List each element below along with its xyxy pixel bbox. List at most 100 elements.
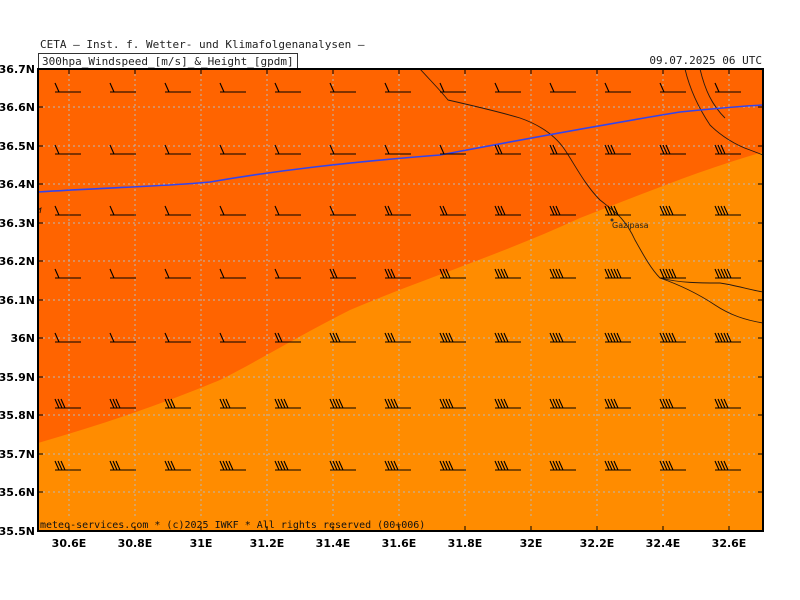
- wind-barb: [109, 332, 136, 343]
- wind-barb: [384, 332, 411, 343]
- lon-label: 30.6E: [52, 537, 87, 550]
- wind-barb: [549, 332, 576, 343]
- wind-barb: [274, 398, 301, 409]
- wind-barb: [329, 268, 356, 279]
- wind-barb: [274, 332, 301, 343]
- lon-label: 31.6E: [382, 537, 417, 550]
- wind-barb: [54, 332, 81, 343]
- wind-barb: [329, 205, 356, 216]
- wind-barb: [659, 332, 686, 343]
- wind-barb: [54, 144, 81, 155]
- lon-label: 32.4E: [646, 537, 681, 550]
- lon-label: 31E: [190, 537, 213, 550]
- lat-label: 36.7N: [0, 63, 35, 76]
- wind-barb: [329, 460, 356, 471]
- wind-barb: [494, 398, 521, 409]
- wind-barb: [714, 460, 741, 471]
- wind-barb: [219, 332, 246, 343]
- wind-barb: [439, 82, 466, 93]
- lon-label: 32E: [520, 537, 543, 550]
- wind-barb: [494, 332, 521, 343]
- wind-barb: [714, 268, 741, 279]
- wind-barb: [549, 82, 576, 93]
- lat-label: 36N: [10, 332, 35, 345]
- wind-barb: [604, 268, 631, 279]
- wind-barb: [549, 398, 576, 409]
- city-marker: [610, 218, 614, 222]
- lat-label: 35.5N: [0, 525, 35, 538]
- wind-barb: [109, 398, 136, 409]
- wind-barb: [164, 332, 191, 343]
- wind-barb: [54, 268, 81, 279]
- lat-label: 36.5N: [0, 140, 35, 153]
- lat-label: 35.6N: [0, 486, 35, 499]
- lat-lon-grid: [38, 69, 763, 531]
- wind-barb: [659, 205, 686, 216]
- wind-barb: [109, 144, 136, 155]
- wind-barb: [109, 82, 136, 93]
- wind-barb: [439, 268, 466, 279]
- wind-barb: [384, 268, 411, 279]
- wind-barb: [329, 332, 356, 343]
- wind-barb: [439, 460, 466, 471]
- height-contour-line: [38, 104, 763, 193]
- wind-barb: [164, 398, 191, 409]
- wind-barb: [274, 268, 301, 279]
- wind-barb: [164, 82, 191, 93]
- lon-label: 31.8E: [448, 537, 483, 550]
- coastline-borders: [38, 69, 763, 324]
- wind-barb: [659, 460, 686, 471]
- wind-barb: [109, 460, 136, 471]
- wind-barb: [714, 332, 741, 343]
- wind-barb: [604, 398, 631, 409]
- header-institute: CETA — Inst. f. Wetter- und Klimafolgena…: [40, 38, 365, 51]
- wind-barb: [329, 82, 356, 93]
- wind-barb: [714, 205, 741, 216]
- wind-barb: [494, 144, 521, 155]
- city-label: Gazipasa: [612, 221, 649, 230]
- wind-barb: [494, 268, 521, 279]
- lon-label: 32.2E: [580, 537, 615, 550]
- lat-label: 35.9N: [0, 371, 35, 384]
- wind-barb: [274, 205, 301, 216]
- header-parameter: 300hpa_Windspeed_[m/s]_&_Height_[gpdm]: [38, 53, 298, 69]
- wind-barb: [219, 82, 246, 93]
- wind-barb: [54, 82, 81, 93]
- wind-barb: [494, 82, 521, 93]
- wind-barb: [329, 144, 356, 155]
- lon-label: 31.2E: [250, 537, 285, 550]
- wind-barb: [770, 399, 796, 408]
- copyright-text: meteo-services.com * (c)2025 IWKF * All …: [40, 520, 425, 531]
- wind-barb: [770, 145, 796, 154]
- wind-barb: [770, 461, 796, 470]
- wind-barb: [384, 205, 411, 216]
- wind-barb: [274, 460, 301, 471]
- lat-label: 35.7N: [0, 448, 35, 461]
- lat-label: 36.2N: [0, 255, 35, 268]
- wind-barb: [494, 460, 521, 471]
- wind-barb: [494, 205, 521, 216]
- wind-barb: [770, 206, 796, 215]
- wind-barb: [439, 332, 466, 343]
- wind-barb: [164, 460, 191, 471]
- wind-barb: [770, 269, 796, 278]
- wind-barb: [604, 205, 631, 216]
- wind-barb: [549, 205, 576, 216]
- lat-label: 36.3N: [0, 217, 35, 230]
- header-datetime: 09.07.2025 06 UTC: [649, 54, 762, 67]
- wind-barb: [604, 332, 631, 343]
- wind-barb: [219, 205, 246, 216]
- wind-barb: [54, 460, 81, 471]
- wind-barb: [384, 144, 411, 155]
- wind-barb: [219, 460, 246, 471]
- wind-barb: [219, 268, 246, 279]
- wind-barb: [439, 205, 466, 216]
- wind-barb: [219, 398, 246, 409]
- lat-label: 36.4N: [0, 178, 35, 191]
- wind-barb: [109, 268, 136, 279]
- wind-barb: [384, 460, 411, 471]
- wind-barb: [604, 460, 631, 471]
- strong-wind-zone: [38, 69, 763, 443]
- wind-barb: [54, 205, 81, 216]
- lat-label: 35.8N: [0, 409, 35, 422]
